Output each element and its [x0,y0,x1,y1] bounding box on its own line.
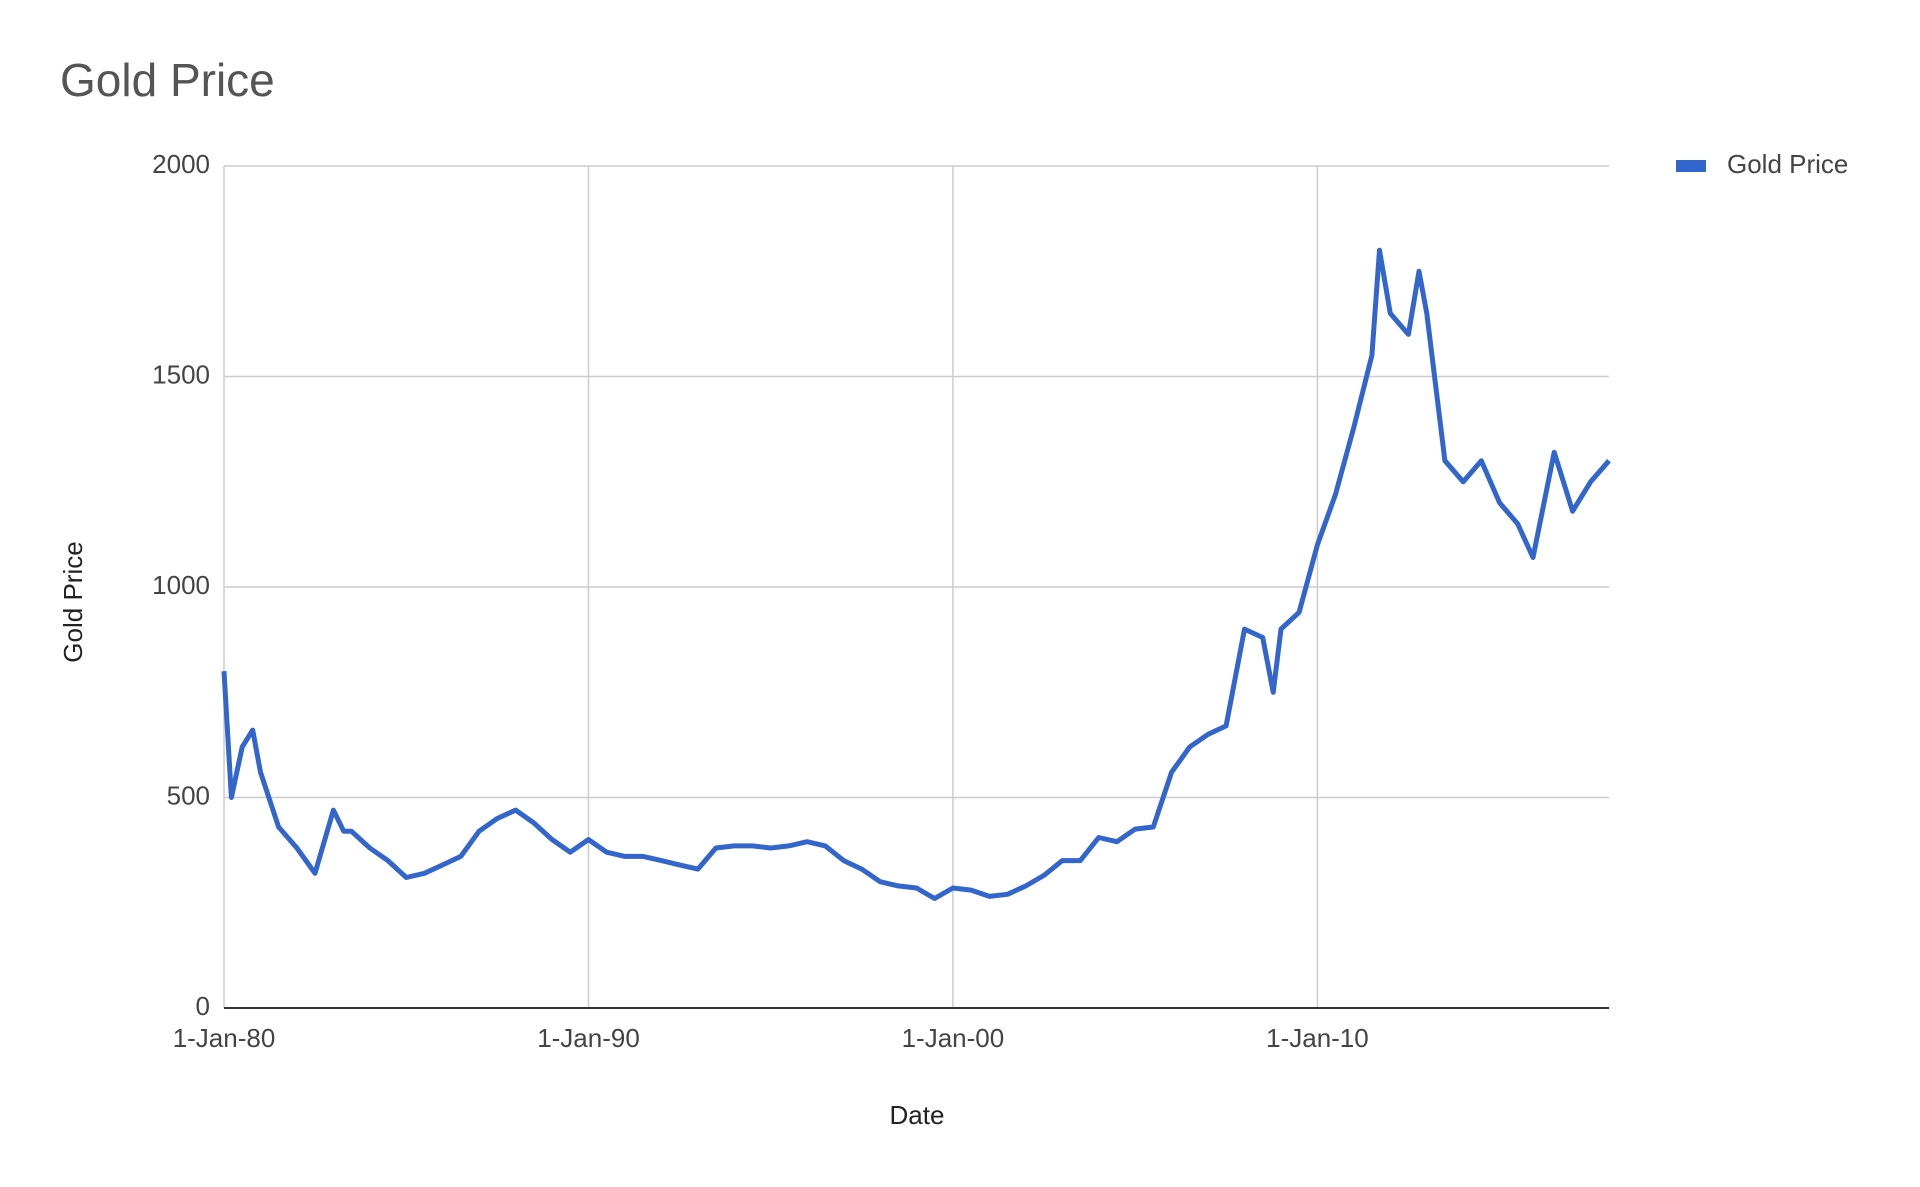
x-tick-label: 1-Jan-10 [1266,1023,1369,1053]
legend-swatch [1676,160,1706,172]
y-tick-label: 2000 [152,149,210,179]
x-axis-title: Date [890,1100,945,1130]
x-tick-label: 1-Jan-80 [173,1023,276,1053]
line-series [221,247,1611,901]
y-tick-label: 1000 [152,570,210,600]
y-axis-title: Gold Price [58,541,88,662]
y-tick-label: 500 [167,780,210,810]
chart-title: Gold Price [60,54,275,106]
x-tick-label: 1-Jan-00 [902,1023,1005,1053]
y-tick-label: 1500 [152,359,210,389]
legend-label: Gold Price [1727,149,1848,179]
y-tick-label: 0 [196,991,210,1021]
x-tick-label: 1-Jan-90 [537,1023,640,1053]
